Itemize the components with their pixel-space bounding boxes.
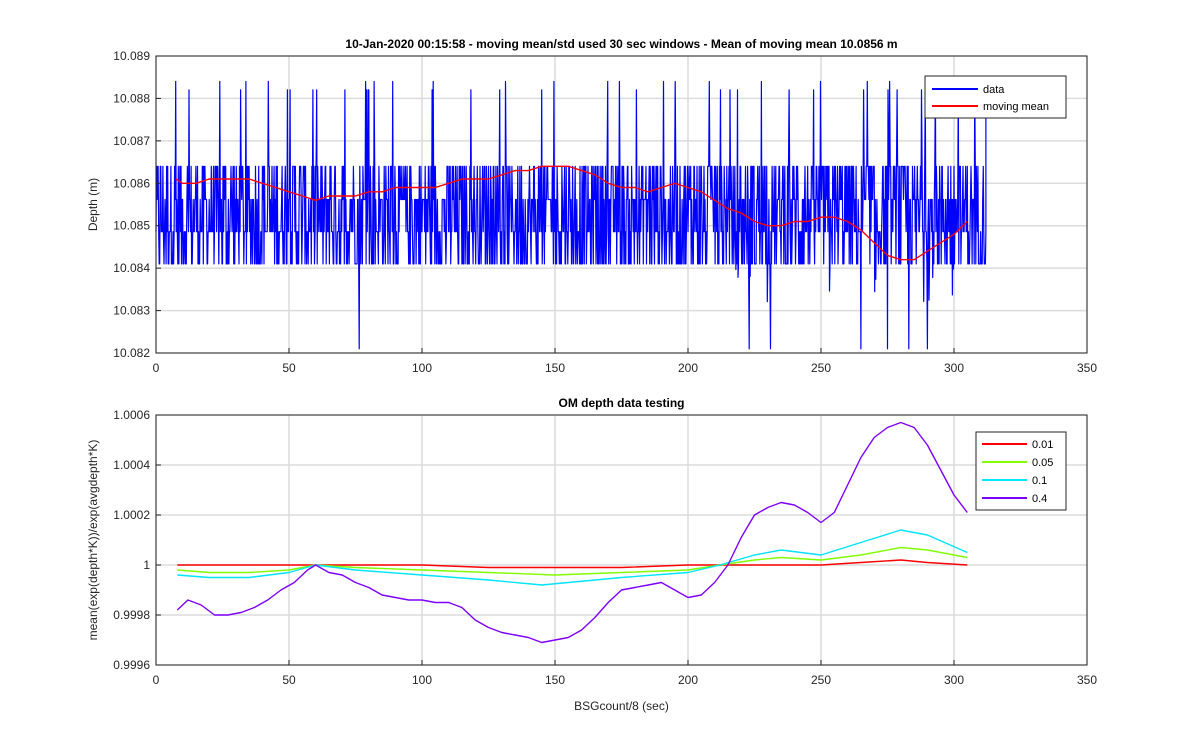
depth-series xyxy=(155,80,987,350)
depth-chart-title: 10-Jan-2020 00:15:58 - moving mean/std u… xyxy=(345,37,897,51)
depth-series-line-0 xyxy=(155,80,987,350)
om-x-tick-label-3: 150 xyxy=(545,673,565,687)
om-y-tick-label-2: 1 xyxy=(143,558,150,572)
om-y-tick-label-4: 1.0004 xyxy=(113,458,150,472)
om-y-tick-label-1: 0.9998 xyxy=(113,608,150,622)
depth-y-axis-label: Depth (m) xyxy=(86,178,100,231)
om-axes-box xyxy=(155,414,1088,666)
depth-legend-box xyxy=(924,75,1067,119)
depth-y-tick-label-7: 10.089 xyxy=(113,49,150,63)
legend-label-k-0.01: 0.01 xyxy=(1032,439,1053,451)
depth-axes-box xyxy=(155,55,1088,354)
depth-x-tick-label-4: 200 xyxy=(678,361,698,375)
om-legend: 0.01 0.05 0.1 0.4 xyxy=(975,431,1067,511)
depth-y-tick-label-6: 10.088 xyxy=(113,91,150,105)
om-series-line-1 xyxy=(177,546,968,576)
depth-x-tick-label-3: 150 xyxy=(545,361,565,375)
om-series-line-2 xyxy=(177,529,968,586)
depth-y-tick-label-3: 10.085 xyxy=(113,219,150,233)
om-series-line-3 xyxy=(176,421,968,644)
om-x-tick-label-5: 250 xyxy=(811,673,831,687)
om-series-line-0 xyxy=(177,559,968,569)
om-series xyxy=(176,421,968,644)
legend-label-moving-mean: moving mean xyxy=(983,101,1049,113)
om-y-tick-label-3: 1.0002 xyxy=(113,508,150,522)
depth-ticks: 0 50 100 150 200 250 300 350 10.082 10.083 10.084 1… xyxy=(113,49,1097,375)
om-x-axis-label: BSGcount/8 (sec) xyxy=(574,699,669,713)
depth-x-tick-label-6: 300 xyxy=(944,361,964,375)
legend-label-k-0.4: 0.4 xyxy=(1032,493,1047,505)
om-x-tick-label-7: 350 xyxy=(1077,673,1097,687)
om-x-tick-label-1: 50 xyxy=(282,673,296,687)
om-y-tick-label-0: 0.9996 xyxy=(113,658,150,672)
depth-x-tick-label-7: 350 xyxy=(1077,361,1097,375)
om-x-tick-label-4: 200 xyxy=(678,673,698,687)
depth-x-tick-label-2: 100 xyxy=(412,361,432,375)
depth-y-tick-label-1: 10.083 xyxy=(113,304,150,318)
depth-y-tick-label-4: 10.086 xyxy=(113,176,150,190)
om-x-tick-label-2: 100 xyxy=(412,673,432,687)
depth-axes: 0 50 100 150 200 250 300 350 10.082 10.083 10.084 1… xyxy=(86,37,1097,375)
om-ticks: 0 50 100 150 200 250 300 350 0.9996 0.9998 1 1.0002… xyxy=(113,408,1097,687)
om-chart-title: OM depth data testing xyxy=(559,396,685,410)
depth-y-tick-label-2: 10.084 xyxy=(113,261,150,275)
depth-legend: data moving mean xyxy=(924,75,1067,119)
om-y-axis-label: mean(exp(depth*K))/exp(avgdepth*K) xyxy=(86,440,100,641)
legend-label-data: data xyxy=(983,84,1005,96)
depth-x-tick-label-1: 50 xyxy=(282,361,296,375)
depth-y-tick-label-5: 10.087 xyxy=(113,134,150,148)
om-testing-axes: 0 50 100 150 200 250 300 350 0.9996 0.9998 1 1.0002… xyxy=(86,396,1097,713)
depth-series-line-1 xyxy=(175,165,968,261)
legend-label-k-0.1: 0.1 xyxy=(1032,475,1047,487)
depth-x-tick-label-0: 0 xyxy=(153,361,160,375)
om-x-tick-label-6: 300 xyxy=(944,673,964,687)
om-plot-area xyxy=(156,415,1087,665)
legend-label-k-0.05: 0.05 xyxy=(1032,457,1053,469)
depth-x-tick-label-5: 250 xyxy=(811,361,831,375)
depth-y-tick-label-0: 10.082 xyxy=(113,346,150,360)
om-x-tick-label-0: 0 xyxy=(153,673,160,687)
om-y-tick-label-5: 1.0006 xyxy=(113,408,150,422)
